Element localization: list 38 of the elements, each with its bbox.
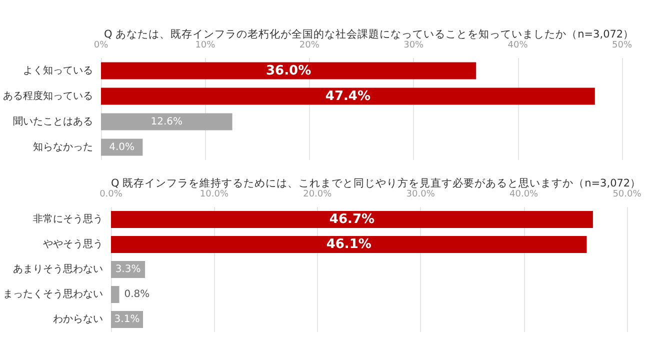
y-tick-label: 非常にそう思う — [33, 213, 103, 225]
y-tick-label: よく知っている — [23, 64, 93, 76]
x-tick-label: 40.0% — [510, 190, 539, 200]
bar — [101, 88, 595, 105]
y-tick-label: 聞いたことはある — [13, 115, 93, 128]
x-tick-label: 50% — [612, 40, 632, 50]
chart-title: Q 既存インフラを維持するためには、これまでと同じやり方を見直す必要があると思いますか（n=3,072） — [111, 176, 642, 190]
data-label: 0.8% — [124, 289, 150, 300]
x-tick-label: 30.0% — [406, 190, 436, 200]
chart-title: Q あなたは、既存インフラの老朽化が全国的な社会課題になっていることを知っていましたか（n=3,072） — [104, 28, 634, 40]
data-label: 46.7% — [329, 212, 375, 227]
y-tick-label: あまりそう思わない — [13, 264, 103, 275]
bar — [111, 236, 587, 253]
x-tick-label: 0% — [94, 40, 109, 50]
x-tick-label: 10% — [195, 40, 216, 50]
y-tick-label: 知らなかった — [33, 140, 93, 153]
x-tick-label: 40% — [508, 40, 528, 50]
data-label: 12.6% — [150, 116, 183, 128]
data-label: 36.0% — [266, 63, 312, 78]
data-label: 4.0% — [109, 142, 135, 153]
bar — [101, 113, 232, 130]
y-tick-label: ある程度知っている — [3, 90, 93, 102]
y-tick-label: わからない — [53, 314, 103, 325]
bar — [111, 286, 120, 303]
x-tick-label: 50.0% — [612, 190, 642, 200]
data-label: 3.3% — [115, 264, 141, 275]
x-tick-label: 20.0% — [303, 190, 332, 200]
data-label: 47.4% — [325, 88, 371, 104]
x-tick-label: 20% — [299, 40, 320, 50]
bar — [101, 62, 476, 80]
x-tick-label: 30% — [404, 40, 424, 50]
y-tick-label: ややそう思う — [43, 239, 103, 250]
data-label: 46.1% — [326, 237, 372, 252]
y-tick-label: まったくそう思わない — [3, 289, 103, 300]
bar — [111, 211, 593, 228]
x-tick-label: 10.0% — [200, 190, 229, 200]
data-label: 3.1% — [114, 314, 140, 325]
x-tick-label: 0.0% — [100, 190, 123, 200]
